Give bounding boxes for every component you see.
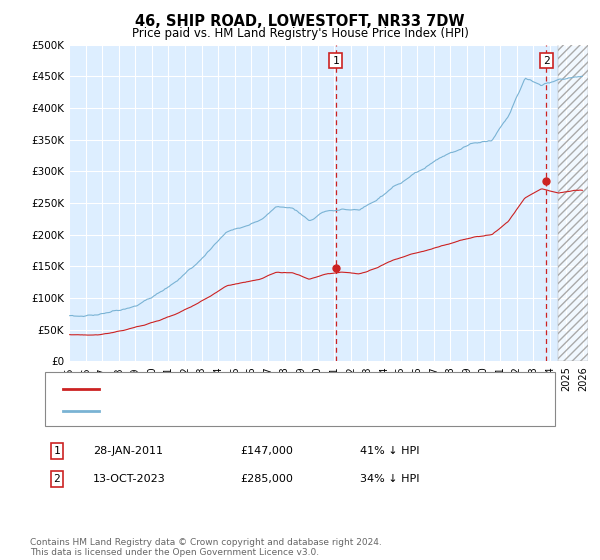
Text: 2: 2: [543, 55, 550, 66]
Text: 1: 1: [332, 55, 339, 66]
Text: £285,000: £285,000: [240, 474, 293, 484]
Text: Price paid vs. HM Land Registry's House Price Index (HPI): Price paid vs. HM Land Registry's House …: [131, 27, 469, 40]
Text: 46, SHIP ROAD, LOWESTOFT, NR33 7DW (detached house): 46, SHIP ROAD, LOWESTOFT, NR33 7DW (deta…: [105, 384, 432, 394]
Text: 41% ↓ HPI: 41% ↓ HPI: [360, 446, 419, 456]
Text: Contains HM Land Registry data © Crown copyright and database right 2024.
This d: Contains HM Land Registry data © Crown c…: [30, 538, 382, 557]
Text: 34% ↓ HPI: 34% ↓ HPI: [360, 474, 419, 484]
Text: 1: 1: [53, 446, 61, 456]
Text: 28-JAN-2011: 28-JAN-2011: [93, 446, 163, 456]
Text: 46, SHIP ROAD, LOWESTOFT, NR33 7DW: 46, SHIP ROAD, LOWESTOFT, NR33 7DW: [135, 14, 465, 29]
Text: 2: 2: [53, 474, 61, 484]
Text: 13-OCT-2023: 13-OCT-2023: [93, 474, 166, 484]
Text: £147,000: £147,000: [240, 446, 293, 456]
Text: HPI: Average price, detached house, East Suffolk: HPI: Average price, detached house, East…: [105, 406, 377, 416]
